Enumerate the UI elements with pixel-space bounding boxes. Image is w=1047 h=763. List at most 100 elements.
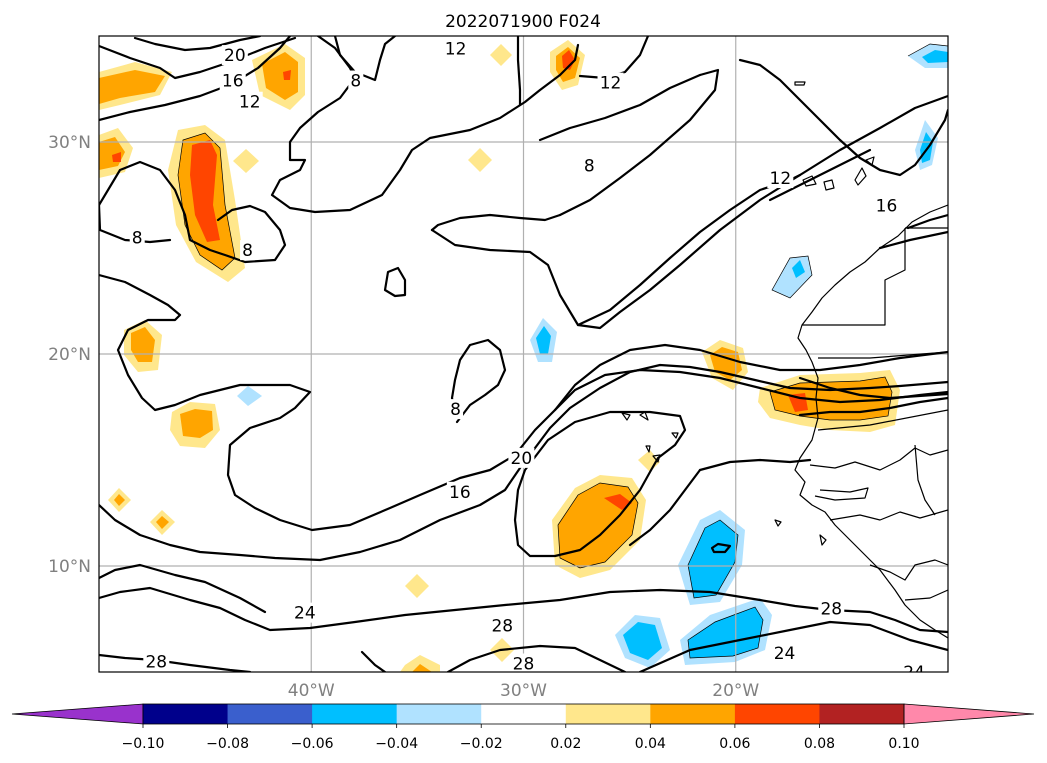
colorbar-segment [819, 704, 905, 724]
colorbar-frame [142, 703, 905, 725]
contour-label: 8 [450, 400, 461, 420]
contour-label: 24 [294, 604, 316, 624]
colorbar-tick-label: 0.04 [635, 736, 666, 752]
contour-label-bg [236, 91, 263, 112]
axis-ticks: 40°W 30°W 20°W 10°N 20°N 30°N [48, 133, 759, 701]
border [829, 509, 948, 521]
contour-label: 20 [511, 449, 533, 469]
contour-label: 12 [770, 169, 792, 189]
fill-region [156, 516, 169, 529]
colorbar-tick-label: −0.06 [291, 736, 334, 752]
contour-label-bg [446, 481, 473, 502]
contour-label: 24 [774, 644, 796, 664]
colorbar-tick-label: −0.10 [122, 736, 165, 752]
contour-line [558, 68, 720, 217]
fill-region [131, 327, 155, 362]
island [645, 445, 651, 453]
contour-line [906, 213, 948, 230]
contour-label: 28 [491, 616, 513, 636]
fill-region [405, 574, 429, 598]
island [639, 411, 649, 421]
contour-line [768, 148, 872, 202]
fill-region [623, 622, 662, 660]
colorbar-tick-label: 0.02 [550, 736, 581, 752]
colorbar-segment [312, 704, 398, 724]
contour-label-bg [818, 598, 845, 619]
contour-thin [177, 132, 236, 271]
contour-label-bg [143, 651, 170, 672]
contour-label: 20 [224, 46, 246, 66]
fill-region [792, 260, 805, 278]
colorbar-segment [650, 704, 736, 724]
colorbar-segment [565, 704, 651, 724]
colorbar-extend-high [903, 703, 1035, 725]
contour-line [99, 36, 292, 122]
island [621, 412, 631, 421]
map-frame [98, 35, 949, 673]
contour-line [99, 36, 297, 80]
contour-line [450, 338, 507, 424]
coastline [621, 81, 948, 639]
island [794, 81, 806, 86]
border [817, 409, 948, 431]
border [904, 589, 948, 601]
contour-label-bg [489, 615, 516, 636]
contour-line [99, 563, 267, 614]
contour-label-bg [873, 195, 900, 216]
contour-label: 16 [876, 197, 898, 217]
contour-label-bg [510, 653, 537, 672]
fill-region [237, 386, 262, 406]
contour-line [710, 542, 732, 554]
colorbar: −0.10 −0.08 −0.06 −0.04 −0.02 0.02 0.04 0.06 0.0… [11, 703, 1035, 752]
colorbar-segment [734, 704, 820, 724]
contour-thin [687, 606, 764, 659]
contour-label: 16 [449, 483, 471, 503]
contour-label-bg [219, 70, 246, 91]
border [818, 351, 948, 359]
contour-line [383, 266, 407, 298]
colorbar-tick-label: −0.04 [375, 736, 418, 752]
fill-region [190, 140, 220, 242]
contour-line [798, 396, 948, 417]
fill-region [283, 70, 291, 80]
contour-thin [557, 482, 639, 569]
contour-thin [771, 255, 813, 299]
contour-line [798, 376, 948, 400]
contour-label-bg [767, 168, 794, 189]
island [823, 179, 835, 191]
island [671, 432, 679, 439]
contour-label-bg [442, 38, 469, 59]
africa-coastline [794, 204, 948, 639]
contour-label: 8 [132, 228, 143, 248]
contour-line [638, 620, 948, 672]
contour-label-bg [771, 642, 798, 663]
contour-line [333, 36, 397, 82]
contour-line [446, 644, 627, 672]
contour-line [553, 368, 948, 412]
contour-label-bg [348, 70, 364, 91]
colorbar-segment [481, 704, 567, 724]
contour-label: 28 [820, 599, 842, 619]
contour-label: 12 [445, 40, 467, 60]
colorbar-segment [227, 704, 313, 724]
fill-region [233, 149, 259, 173]
colorbar-tick-label: 0.06 [719, 736, 750, 752]
contour-line [516, 36, 522, 107]
border [814, 487, 869, 501]
contour-line [360, 650, 387, 672]
colorbar-extend-low [11, 703, 144, 725]
fill-region [99, 70, 165, 104]
fill-region [180, 409, 213, 438]
chart-title: 2022071900 F024 [445, 12, 601, 32]
contour-label-bg [129, 227, 145, 248]
black-contours [99, 36, 948, 672]
contour-line [133, 36, 262, 52]
contour-label-bg [901, 662, 928, 672]
fill-region [412, 664, 432, 672]
contour-line [628, 468, 702, 547]
contour-label: 12 [239, 93, 261, 113]
fill-region [536, 326, 551, 354]
fill-region [562, 50, 575, 70]
lon-tick-label: 30°W [500, 681, 547, 701]
